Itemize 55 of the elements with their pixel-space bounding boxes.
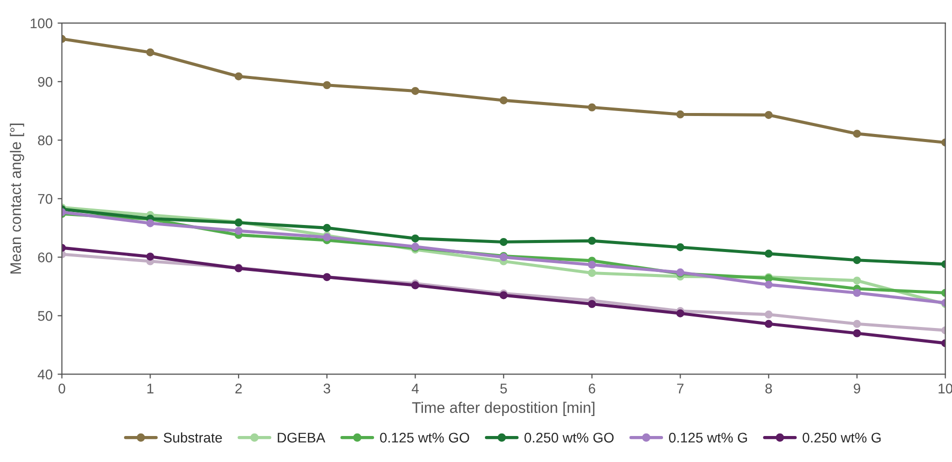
y-tick-label: 40	[38, 370, 52, 380]
x-axis-title: Time after depostition [min]	[412, 402, 594, 416]
point	[146, 252, 154, 261]
point	[588, 103, 596, 112]
point	[588, 300, 596, 308]
point	[500, 238, 508, 246]
point	[853, 320, 861, 328]
x-tick-label: 3	[324, 384, 330, 394]
x-tick-label: 0	[58, 384, 66, 394]
x-tick-label: 8	[765, 384, 772, 394]
legend-label: DGEBA	[278, 432, 326, 443]
point	[764, 320, 773, 328]
y-tick-label: 80	[38, 135, 52, 146]
point	[500, 96, 508, 104]
point	[676, 110, 684, 118]
y-tick-label: 60	[38, 252, 52, 262]
point	[853, 288, 861, 297]
point	[676, 243, 684, 252]
point	[411, 234, 420, 242]
point	[234, 72, 243, 80]
point	[853, 329, 861, 338]
x-tick-label: 7	[677, 384, 684, 394]
point	[234, 226, 243, 235]
y-tick-label: 50	[38, 311, 52, 321]
point	[411, 86, 420, 95]
legend-label: 0.250 wt% GO	[524, 432, 614, 443]
y-axis-title: Mean contact angle [°]	[10, 124, 24, 274]
point	[764, 280, 773, 289]
point	[853, 130, 861, 138]
y-tick-label: 70	[38, 194, 52, 204]
point	[322, 81, 331, 90]
y-tick-label: 90	[38, 76, 52, 87]
point	[676, 309, 684, 318]
legend-label: Substrate	[164, 432, 222, 443]
legend-label: 0.125 wt% GO	[380, 432, 470, 443]
x-tick-label: 9	[854, 384, 860, 394]
point	[588, 268, 596, 277]
point	[764, 110, 773, 119]
x-tick-label: 5	[500, 384, 507, 394]
x-tick-label: 4	[412, 384, 419, 394]
point	[322, 224, 331, 232]
legend-label: 0.250 wt% G	[802, 432, 881, 443]
point	[588, 236, 596, 245]
point	[146, 219, 154, 228]
point	[588, 260, 596, 269]
point	[764, 310, 773, 319]
x-tick-label: 1	[147, 384, 154, 394]
point	[764, 250, 773, 258]
x-tick-label: 2	[235, 384, 242, 394]
point	[853, 276, 861, 285]
point	[146, 48, 154, 56]
y-tick-label: 100	[30, 18, 52, 28]
point	[853, 256, 861, 264]
x-tick-label: 6	[588, 384, 596, 394]
legend-label: 0.125 wt% G	[668, 432, 747, 443]
